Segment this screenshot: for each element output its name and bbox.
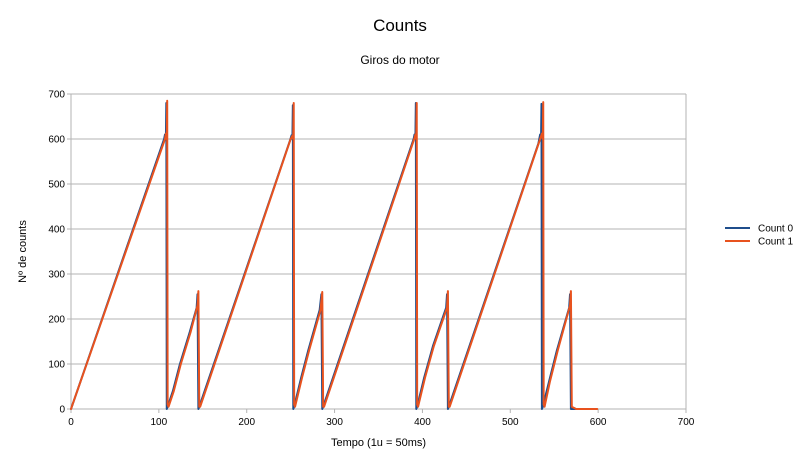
x-tick-label-0: 0 bbox=[68, 417, 74, 428]
series-lines bbox=[70, 99, 599, 410]
chart-subtitle: Giros do motor bbox=[360, 53, 440, 67]
legend-label-count-0: Count 0 bbox=[758, 224, 793, 235]
x-tick-label-5: 500 bbox=[502, 417, 519, 428]
y-tick-label-6: 600 bbox=[48, 135, 65, 146]
x-tick-label-7: 700 bbox=[678, 417, 695, 428]
y-tick-label-2: 200 bbox=[48, 315, 65, 326]
axes bbox=[67, 93, 687, 413]
tick-labels: 0 100 200 300 400 500 600 700 0 100 200 300 400 500 60… bbox=[48, 90, 694, 429]
series-line-count-1 bbox=[70, 99, 599, 410]
y-tick-label-3: 300 bbox=[48, 270, 65, 281]
x-tick-label-3: 300 bbox=[326, 417, 343, 428]
x-tick-label-6: 600 bbox=[590, 417, 607, 428]
x-tick-label-1: 100 bbox=[151, 417, 168, 428]
y-tick-label-0: 0 bbox=[59, 405, 65, 416]
x-tick-label-2: 200 bbox=[238, 417, 255, 428]
y-tick-label-5: 500 bbox=[48, 180, 65, 191]
x-tick-label-4: 400 bbox=[414, 417, 431, 428]
legend-label-count-1: Count 1 bbox=[758, 237, 793, 248]
chart-title: Counts bbox=[373, 16, 427, 35]
y-tick-label-7: 700 bbox=[48, 90, 65, 101]
y-axis-title: Nº de counts bbox=[17, 220, 29, 283]
x-axis-title: Tempo (1u = 50ms) bbox=[331, 437, 426, 449]
y-tick-label-1: 100 bbox=[48, 360, 65, 371]
y-tick-label-4: 400 bbox=[48, 225, 65, 236]
legend: Count 0 Count 1 bbox=[725, 224, 793, 248]
